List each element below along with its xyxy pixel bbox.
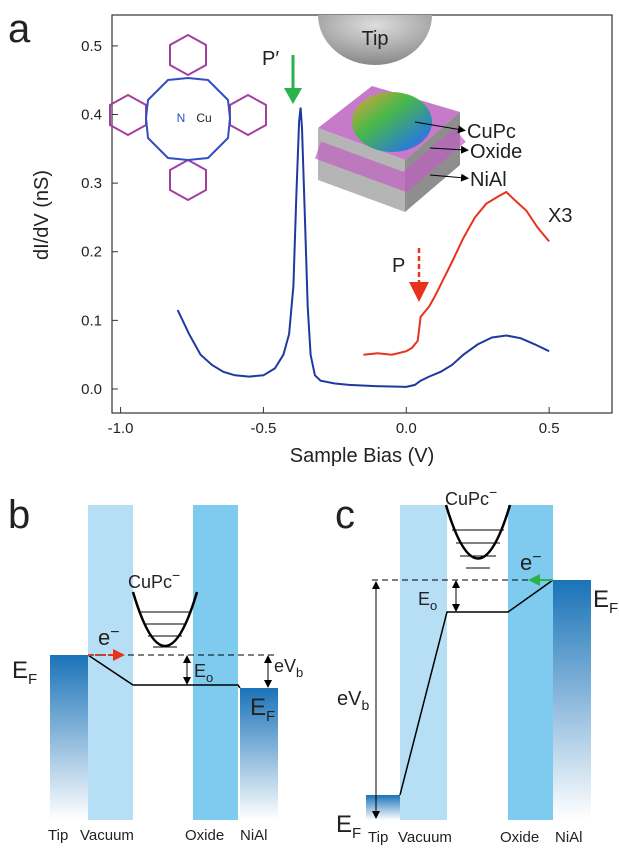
panel-b: b CuPc− e− EF EF Eo eVb Tip Vacuum Oxide… <box>8 493 303 844</box>
x3-label: X3 <box>548 205 572 227</box>
molecule-drawing <box>109 33 267 202</box>
fermi-label: EF <box>593 586 618 617</box>
parabola <box>444 504 512 560</box>
x-tick-label: 0.5 <box>539 420 560 437</box>
fermi-label: EF <box>336 811 361 842</box>
electron-head <box>113 649 125 661</box>
vacuum-column <box>400 505 447 820</box>
fermi-label: EF <box>250 694 275 725</box>
pointer <box>414 121 466 134</box>
column-label: NiAl <box>555 829 583 846</box>
y-tick-label: 0.2 <box>81 244 102 261</box>
panel-label: b <box>8 493 30 537</box>
p-label: P <box>392 255 405 277</box>
molecule-label: CuPc− <box>445 484 497 509</box>
pointer <box>429 173 469 182</box>
tip-shape <box>318 15 432 65</box>
oxide-layer <box>314 128 466 193</box>
data-line <box>176 107 550 388</box>
molecule-blob <box>352 92 432 152</box>
panel-c: c CuPc− e− EF EF Eo eVb Tip Vacuum Oxide… <box>335 484 618 846</box>
panel-label: c <box>335 493 355 537</box>
y-axis-label: dI/dV (nS) <box>31 170 53 260</box>
n-label: N <box>177 111 186 125</box>
eo-label: Eo <box>194 661 213 685</box>
eo-label: Eo <box>418 589 437 613</box>
y-tick-label: 0.1 <box>81 312 102 329</box>
x-tick-label: -0.5 <box>250 420 276 437</box>
column-label: Tip <box>368 829 388 846</box>
tip-label: Tip <box>361 28 388 50</box>
molecule-label: CuPc− <box>128 567 180 592</box>
evb-label: eVb <box>274 656 303 680</box>
potential-line <box>87 654 241 689</box>
electron-head <box>528 574 540 586</box>
parabola <box>131 591 199 648</box>
column-label: Vacuum <box>80 827 134 844</box>
nial-block <box>553 580 591 820</box>
nial-label: NiAl <box>470 169 507 191</box>
y-tick-label: 0.3 <box>81 175 102 192</box>
vibrational-levels <box>140 611 190 648</box>
oxide-column <box>508 505 553 820</box>
x-tick-label: -1.0 <box>108 420 134 437</box>
cupc-label: CuPc <box>467 121 516 143</box>
oxide-column <box>193 505 238 820</box>
evb-label: eVb <box>337 688 369 713</box>
vibrational-levels <box>452 529 504 569</box>
oxide-label: Oxide <box>470 141 522 163</box>
nial-block <box>240 688 278 820</box>
x-axis-label: Sample Bias (V) <box>290 445 435 467</box>
column-label: Tip <box>48 827 68 844</box>
molecule-ring <box>144 76 232 162</box>
p-prime-head <box>284 88 302 104</box>
vacuum-column <box>88 505 133 820</box>
x-tick-label: 0.0 <box>396 420 417 437</box>
panel-label: a <box>8 7 31 51</box>
p-prime-label: P′ <box>262 48 279 70</box>
y-tick-label: 0.4 <box>81 107 102 124</box>
potential-line <box>399 579 554 796</box>
column-label: NiAl <box>240 827 268 844</box>
electron-label: e− <box>520 549 542 575</box>
p-head <box>409 282 429 302</box>
panel-a: a Sample Bias (V) dI/dV (nS) Tip CuPc Ox… <box>8 7 613 467</box>
column-label: Vacuum <box>398 829 452 846</box>
column-label: Oxide <box>185 827 224 844</box>
cu-label: Cu <box>196 111 211 125</box>
y-tick-label: 0.5 <box>81 38 102 55</box>
tip-block <box>50 655 88 820</box>
fermi-label: EF <box>12 657 37 688</box>
data-line <box>363 190 550 356</box>
pointer <box>429 145 469 154</box>
column-label: Oxide <box>500 829 539 846</box>
tip-block <box>366 795 400 820</box>
electron-label: e− <box>98 624 120 650</box>
y-tick-label: 0.0 <box>81 381 102 398</box>
